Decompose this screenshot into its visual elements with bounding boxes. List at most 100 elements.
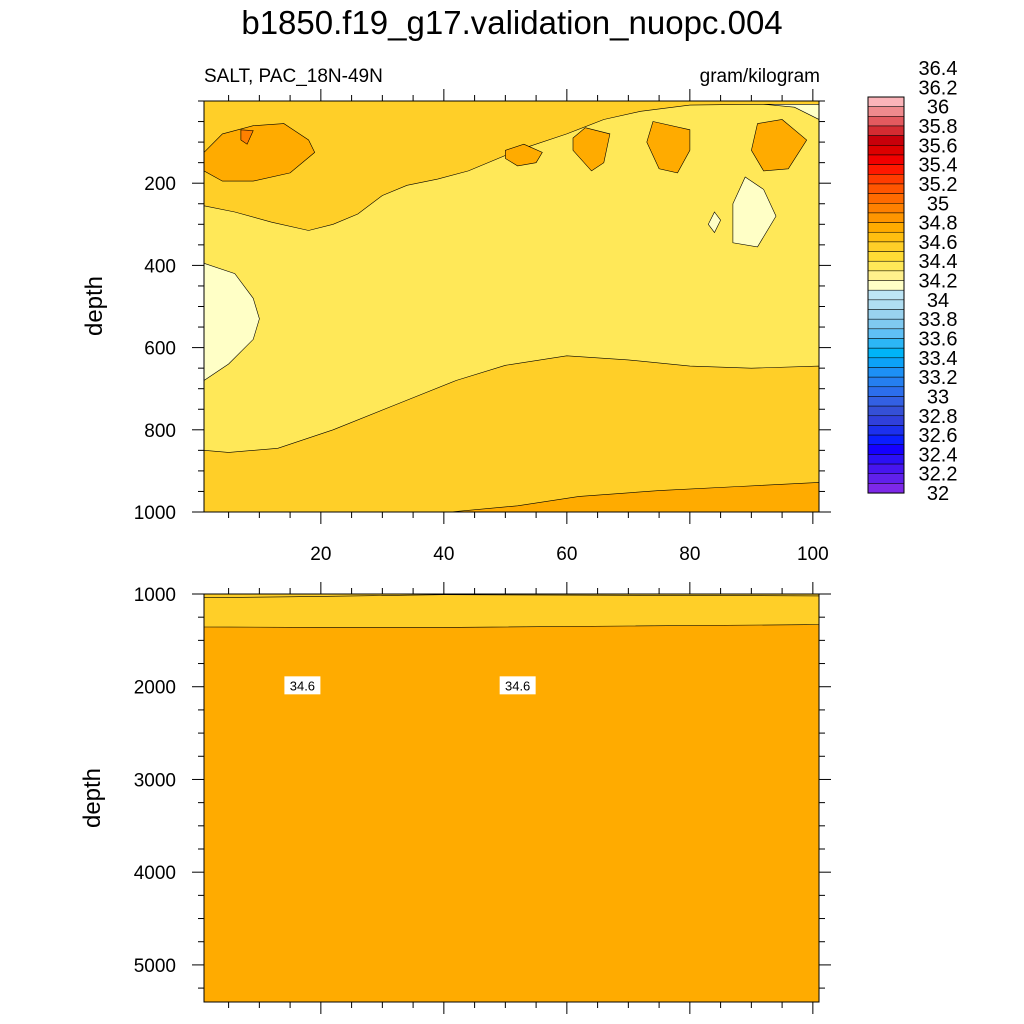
colorbar-label: 34.8	[919, 213, 958, 235]
colorbar-label: 33	[927, 387, 949, 409]
colorbar-box	[867, 193, 905, 204]
y-tick-label: 1000	[134, 585, 176, 606]
colorbar-box	[867, 135, 905, 146]
colorbar-box	[867, 434, 905, 446]
colorbar-box	[867, 125, 905, 136]
colorbar-box	[867, 386, 905, 397]
colorbar-box	[867, 106, 905, 117]
contour-region	[204, 594, 819, 628]
colorbar-label: 33.4	[919, 348, 958, 370]
lower-plot-area	[204, 594, 819, 1002]
colorbar-box	[867, 289, 905, 301]
colorbar-box	[867, 483, 905, 494]
upper-plot-area	[204, 101, 819, 512]
left-string: SALT, PAC_18N-49N	[204, 66, 383, 87]
colorbar-box	[867, 231, 905, 243]
colorbar-box	[867, 328, 905, 339]
x-tick-label: 20	[310, 544, 331, 565]
contour-region	[732, 176, 777, 248]
colorbar-box	[867, 270, 905, 281]
colorbar-label: 32.6	[919, 425, 958, 447]
colorbar-label: 32.2	[919, 464, 958, 486]
colorbar-box	[867, 444, 905, 455]
contour-region	[204, 355, 819, 512]
colorbar-box	[867, 299, 905, 310]
contour-region	[240, 129, 254, 145]
colorbar-label: 34.6	[919, 232, 958, 254]
colorbar-label: 36.2	[919, 77, 958, 99]
colorbar-box	[867, 251, 905, 262]
y-tick-label: 2000	[134, 678, 176, 699]
colorbar-label: 35.6	[919, 135, 958, 157]
colorbar-label: 34.4	[919, 251, 958, 273]
colorbar-label: 33.8	[919, 309, 958, 331]
colorbar-box	[867, 222, 905, 233]
colorbar-box	[867, 357, 905, 368]
colorbar-box	[867, 318, 905, 330]
contour-label-box	[284, 676, 321, 695]
colorbar-box	[867, 454, 905, 465]
contour-label-box	[499, 676, 536, 695]
colorbar-label: 33.2	[919, 367, 958, 389]
contour-region	[204, 101, 819, 231]
x-tick-label: 80	[679, 544, 700, 565]
contour-region	[449, 482, 819, 512]
colorbar-label: 32	[927, 483, 949, 505]
colorbar-box	[867, 425, 905, 436]
colorbar-box	[867, 309, 905, 320]
colorbar-box	[867, 154, 905, 165]
y-tick-label: 800	[144, 421, 176, 442]
colorbar-box	[867, 280, 905, 291]
colorbar-label: 35.8	[919, 116, 958, 138]
colorbar-label: 33.6	[919, 329, 958, 351]
y-tick-label: 400	[144, 256, 176, 277]
lower-background-field	[204, 594, 819, 1002]
units-string: gram/kilogram	[700, 66, 820, 87]
colorbar-label: 36	[927, 97, 949, 119]
contour-label: 34.6	[505, 678, 530, 693]
colorbar-box	[867, 396, 905, 407]
colorbar-box	[867, 183, 905, 194]
colorbar-label: 36.4	[919, 58, 958, 80]
contour-region	[751, 119, 808, 172]
colorbar-box	[867, 203, 905, 214]
colorbar-box	[867, 212, 905, 223]
contour-label: 34.6	[290, 678, 315, 693]
colorbar-box	[867, 347, 905, 359]
colorbar-label: 32.4	[919, 444, 958, 466]
colorbar-label: 35.2	[919, 174, 958, 196]
colorbar: 36.436.23635.835.635.435.23534.834.634.4…	[867, 58, 958, 505]
lower-panel: 34.6 34.6 1000 2000 3000 4000 5000	[134, 582, 831, 1014]
contour-region	[572, 127, 611, 172]
chart-title: b1850.f19_g17.validation_nuopc.004	[241, 4, 782, 41]
y-tick-label: 4000	[134, 863, 176, 884]
colorbar-box	[867, 145, 905, 156]
x-tick-label: 100	[797, 544, 829, 565]
colorbar-label: 35.4	[919, 155, 958, 177]
x-tick-label: 60	[556, 544, 577, 565]
colorbar-box	[867, 415, 905, 426]
contour-region	[204, 123, 316, 182]
colorbar-box	[867, 367, 905, 378]
colorbar-label: 34.2	[919, 271, 958, 293]
colorbar-box	[867, 463, 905, 474]
colorbar-box	[867, 241, 905, 252]
colorbar-box	[867, 260, 905, 272]
lower-y-axis-label: depth	[79, 768, 106, 828]
y-tick-label: 600	[144, 339, 176, 360]
colorbar-label: 35	[927, 193, 949, 215]
y-tick-label: 200	[144, 174, 176, 195]
y-tick-label: 1000	[134, 503, 176, 524]
contour-region	[204, 594, 819, 599]
colorbar-frame	[867, 96, 905, 494]
contour-region	[505, 143, 543, 167]
x-tick-label: 40	[433, 544, 454, 565]
colorbar-box	[867, 174, 905, 185]
y-tick-label: 3000	[134, 770, 176, 791]
colorbar-box	[867, 405, 905, 417]
y-tick-label: 5000	[134, 956, 176, 977]
lower-frame	[203, 593, 820, 1003]
contour-region	[707, 211, 721, 234]
colorbar-label: 32.8	[919, 406, 958, 428]
